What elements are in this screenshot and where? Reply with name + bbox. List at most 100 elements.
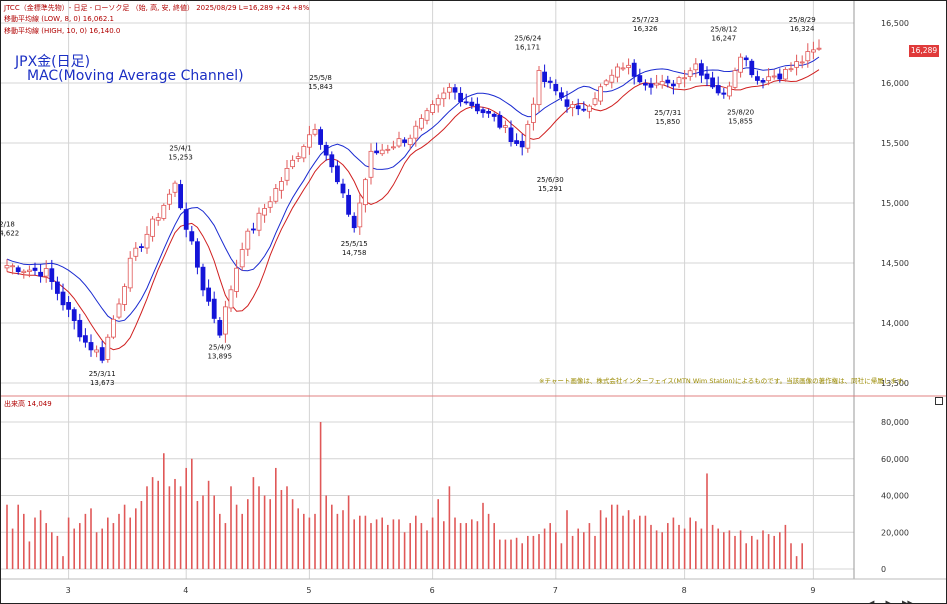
candle-body [542, 71, 547, 82]
volume-bar [269, 499, 271, 569]
volume-bar [342, 510, 344, 569]
candle-body [620, 67, 626, 70]
candle-body [727, 85, 732, 97]
candle-body [771, 75, 777, 78]
candle-body [211, 298, 217, 319]
candle-body [239, 249, 245, 268]
annotation-date: 25/8/20 [727, 108, 754, 116]
volume-bar [532, 535, 535, 569]
volume-bar [202, 495, 204, 569]
candle-body [122, 286, 127, 305]
volume-bar [252, 477, 255, 569]
candle-body [805, 51, 811, 62]
volume-bar [28, 541, 31, 569]
ma-high-line [6, 56, 820, 322]
scroll-left-icon[interactable]: ◀ [869, 599, 875, 604]
volume-bar [672, 517, 675, 569]
volume-bar [118, 513, 120, 569]
candle-body [357, 202, 363, 228]
price-tick-label: 13,500 [881, 379, 909, 388]
candle-body [654, 82, 659, 86]
candle-body [441, 92, 447, 100]
volume-bar [560, 543, 563, 569]
volume-bar [426, 530, 428, 569]
volume-bar [437, 499, 439, 569]
annotation-date: 25/4/9 [209, 344, 232, 352]
candle-body [49, 268, 55, 282]
candle-body [127, 257, 133, 289]
candle-body [603, 80, 609, 85]
volume-bar [370, 523, 372, 569]
chart-header-info: JTCC（金標準先物）- 日足 - ローソク足 （始, 高, 安, 終値） 20… [4, 4, 310, 12]
candle-body [760, 79, 766, 83]
candle-body [94, 349, 99, 353]
volume-bar [409, 523, 411, 569]
volume-bar [734, 535, 736, 569]
volume-bar [751, 535, 753, 569]
candle-body [531, 103, 536, 123]
candle-body [547, 80, 553, 83]
volume-bar [717, 528, 719, 569]
scroll-right-icon[interactable]: ▶ [885, 599, 891, 604]
candle-body [295, 156, 301, 159]
volume-bar [487, 513, 490, 569]
candle-body [710, 77, 715, 88]
candle-body [469, 101, 475, 106]
candle-body [312, 129, 318, 135]
candle-body [480, 109, 486, 114]
candle-body [245, 230, 251, 250]
volume-bar [644, 515, 647, 569]
volume-bar [107, 517, 109, 569]
volume-bar [415, 515, 417, 569]
ma-low-line [6, 69, 820, 351]
volume-bar [79, 523, 81, 569]
volume-bar [263, 495, 266, 569]
volume-bar [34, 517, 36, 569]
candle-body [351, 215, 357, 229]
candle-body [105, 336, 111, 360]
volume-bar [56, 535, 59, 569]
volume-bar [616, 504, 619, 569]
candle-body [788, 68, 794, 71]
volume-bar [627, 510, 630, 569]
volume-bar [499, 539, 501, 569]
candle-body [99, 347, 105, 361]
volume-bar [639, 515, 641, 569]
volume-bar [286, 486, 288, 569]
volume-bar [678, 524, 680, 569]
candle-body [799, 61, 805, 64]
volume-bar [476, 521, 479, 569]
pane-toggle-box[interactable] [935, 397, 943, 405]
x-tick-label: 9 [810, 586, 815, 595]
volume-bar [739, 530, 742, 569]
volume-bar [62, 556, 64, 569]
volume-bar [375, 519, 378, 569]
volume-bar [140, 501, 143, 569]
price-grid [1, 1, 854, 396]
volume-bar [538, 534, 540, 569]
candle-body [609, 74, 615, 83]
candle-body [340, 183, 346, 194]
volume-bar [779, 532, 781, 569]
price-tick-label: 15,500 [881, 139, 909, 148]
annotation-date: 25/5/8 [309, 74, 332, 82]
volume-y-axis: 0 20,000 40,000 60,000 80,000 [881, 418, 909, 574]
candle-body [15, 267, 21, 273]
price-y-axis: 13,500 14,000 14,500 15,000 15,500 16,000 16,5… [881, 19, 909, 388]
volume-bar [73, 528, 75, 569]
scroll-end-icon[interactable]: ▶▶ [901, 599, 913, 604]
volume-bar [123, 504, 126, 569]
candle-body [200, 266, 206, 291]
scrollbar-arrows[interactable]: ◀ ▶ ▶▶ [863, 590, 943, 603]
candle-body [111, 318, 116, 338]
candle-body [385, 148, 391, 151]
annotation-value: 16,171 [516, 43, 541, 51]
volume-bar [689, 517, 691, 569]
candle-body [290, 159, 296, 168]
candle-body [452, 87, 458, 93]
volume-bar [728, 530, 731, 569]
candle-body [816, 47, 822, 50]
candle-body [777, 73, 783, 80]
candle-body [665, 79, 671, 84]
volume-bar [392, 519, 395, 569]
